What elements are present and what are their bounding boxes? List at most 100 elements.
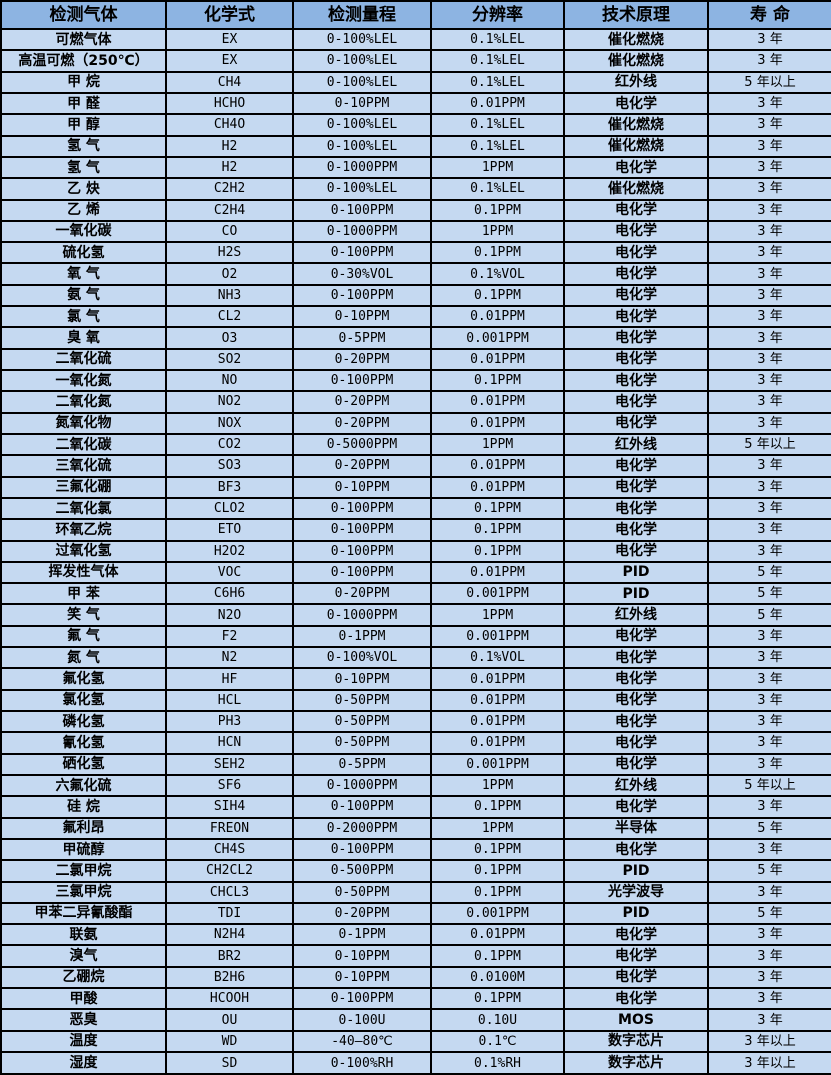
cell-range: 0-30%VOL — [292, 262, 432, 286]
cell-principle: 电化学 — [563, 368, 709, 393]
cell-formula: F2 — [165, 624, 294, 649]
cell-formula: EX — [165, 49, 294, 73]
header-principle: 技术原理 — [563, 0, 709, 30]
cell-resolution: 0.1%LEL — [430, 113, 565, 137]
cell-gas: 氰化氢 — [0, 731, 167, 755]
table-row: 温度 WD -40—80℃ 0.1℃ 数字芯片 3 年以上 — [0, 1029, 831, 1054]
cell-resolution: 0.1%LEL — [430, 70, 565, 94]
cell-principle: 电化学 — [563, 283, 709, 308]
table-row: 六氟化硫 SF6 0-1000PPM 1PPM 红外线 5 年以上 — [0, 773, 831, 798]
cell-formula: SO3 — [165, 454, 294, 478]
cell-gas: 笑 气 — [0, 603, 167, 627]
cell-formula: VOC — [165, 560, 294, 585]
table-row: 三氯甲烷 CHCL3 0-50PPM 0.1PPM 光学波导 3 年 — [0, 880, 831, 904]
cell-gas: 臭 氧 — [0, 326, 167, 350]
cell-formula: CH4O — [165, 113, 294, 137]
table-row: 溴气 BR2 0-10PPM 0.1PPM 电化学 3 年 — [0, 944, 831, 968]
cell-principle: 电化学 — [563, 475, 709, 499]
cell-principle: 电化学 — [563, 965, 709, 990]
cell-gas: 甲 苯 — [0, 582, 167, 606]
cell-range: 0-100PPM — [292, 518, 432, 542]
cell-range: -40—80℃ — [292, 1029, 432, 1054]
cell-principle: 电化学 — [563, 390, 709, 414]
cell-resolution: 0.01PPM — [430, 347, 565, 372]
header-lifespan: 寿 命 — [707, 0, 831, 30]
cell-formula: CHCL3 — [165, 880, 294, 904]
cell-gas: 氟 气 — [0, 624, 167, 649]
cell-lifespan: 3 年 — [707, 49, 831, 73]
cell-principle: 电化学 — [563, 454, 709, 478]
cell-principle: 电化学 — [563, 624, 709, 649]
table-row: 磷化氢 PH3 0-50PPM 0.01PPM 电化学 3 年 — [0, 709, 831, 734]
cell-formula: SEH2 — [165, 752, 294, 776]
cell-principle: PID — [563, 560, 709, 585]
table-row: 氢 气 H2 0-1000PPM 1PPM 电化学 3 年 — [0, 155, 831, 180]
cell-formula: H2O2 — [165, 539, 294, 563]
table-row: 臭 氧 O3 0-5PPM 0.001PPM 电化学 3 年 — [0, 326, 831, 350]
cell-resolution: 0.1PPM — [430, 518, 565, 542]
cell-range: 0-100PPM — [292, 560, 432, 585]
cell-lifespan: 3 年 — [707, 198, 831, 222]
table-header: 检测气体 化学式 检测量程 分辨率 技术原理 寿 命 — [0, 0, 831, 30]
cell-resolution: 0.1PPM — [430, 944, 565, 968]
cell-resolution: 0.1%VOL — [430, 262, 565, 286]
cell-resolution: 0.01PPM — [430, 560, 565, 585]
table-row: 甲 醇 CH4O 0-100%LEL 0.1%LEL 催化燃烧 3 年 — [0, 113, 831, 137]
cell-formula: WD — [165, 1029, 294, 1054]
cell-principle: 半导体 — [563, 816, 709, 840]
cell-resolution: 0.1%LEL — [430, 49, 565, 73]
cell-resolution: 0.1℃ — [430, 1029, 565, 1054]
cell-range: 0-20PPM — [292, 347, 432, 372]
cell-range: 0-5PPM — [292, 752, 432, 776]
cell-formula: SIH4 — [165, 795, 294, 819]
cell-resolution: 0.1PPM — [430, 496, 565, 521]
cell-lifespan: 5 年以上 — [707, 773, 831, 798]
cell-formula: OU — [165, 1008, 294, 1032]
cell-formula: H2 — [165, 155, 294, 180]
cell-gas: 二氧化氯 — [0, 496, 167, 521]
cell-range: 0-100PPM — [292, 539, 432, 563]
cell-range: 0-1000PPM — [292, 603, 432, 627]
cell-gas: 温度 — [0, 1029, 167, 1054]
table-row: 氨 气 NH3 0-100PPM 0.1PPM 电化学 3 年 — [0, 283, 831, 308]
cell-lifespan: 3 年 — [707, 1008, 831, 1032]
cell-formula: CO — [165, 219, 294, 244]
cell-range: 0-100%LEL — [292, 134, 432, 158]
cell-resolution: 1PPM — [430, 603, 565, 627]
cell-formula: FREON — [165, 816, 294, 840]
cell-resolution: 0.01PPM — [430, 923, 565, 947]
cell-resolution: 0.1PPM — [430, 368, 565, 393]
cell-range: 0-100PPM — [292, 837, 432, 862]
cell-range: 0-20PPM — [292, 582, 432, 606]
cell-principle: 光学波导 — [563, 880, 709, 904]
cell-principle: 电化学 — [563, 262, 709, 286]
cell-resolution: 0.1PPM — [430, 859, 565, 883]
table-row: 甲苯二异氰酸酯 TDI 0-20PPM 0.001PPM PID 5 年 — [0, 901, 831, 926]
cell-lifespan: 5 年 — [707, 603, 831, 627]
cell-range: 0-1PPM — [292, 624, 432, 649]
cell-formula: C6H6 — [165, 582, 294, 606]
cell-gas: 六氟化硫 — [0, 773, 167, 798]
cell-gas: 硒化氢 — [0, 752, 167, 776]
cell-gas: 氢 气 — [0, 134, 167, 158]
table-row: 氟利昂 FREON 0-2000PPM 1PPM 半导体 5 年 — [0, 816, 831, 840]
header-range: 检测量程 — [292, 0, 432, 30]
cell-principle: 电化学 — [563, 795, 709, 819]
cell-formula: O2 — [165, 262, 294, 286]
cell-lifespan: 3 年 — [707, 795, 831, 819]
cell-resolution: 0.001PPM — [430, 582, 565, 606]
cell-lifespan: 3 年 — [707, 177, 831, 201]
cell-formula: HF — [165, 667, 294, 691]
cell-resolution: 0.1%LEL — [430, 27, 565, 52]
cell-principle: 催化燃烧 — [563, 134, 709, 158]
cell-gas: 磷化氢 — [0, 709, 167, 734]
cell-resolution: 0.1PPM — [430, 795, 565, 819]
cell-formula: PH3 — [165, 709, 294, 734]
table-row: 甲酸 HCOOH 0-100PPM 0.1PPM 电化学 3 年 — [0, 987, 831, 1011]
cell-lifespan: 5 年 — [707, 859, 831, 883]
cell-principle: 电化学 — [563, 837, 709, 862]
cell-principle: 电化学 — [563, 241, 709, 265]
cell-range: 0-10PPM — [292, 965, 432, 990]
table-row: 联氨 N2H4 0-1PPM 0.01PPM 电化学 3 年 — [0, 923, 831, 947]
